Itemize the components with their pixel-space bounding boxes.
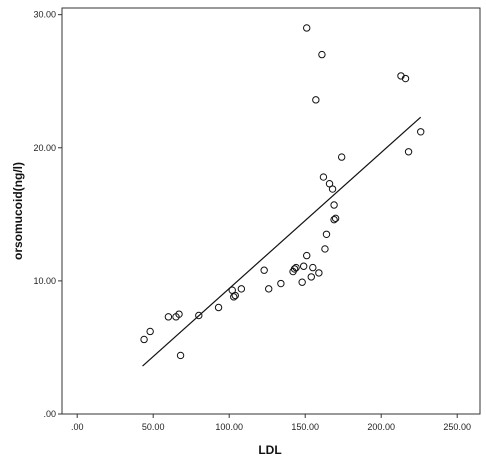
data-point: [277, 279, 285, 288]
data-point: [309, 263, 317, 272]
data-point: [315, 269, 323, 277]
y-tick-label: 30.00: [33, 10, 56, 20]
data-point: [231, 291, 239, 300]
data-point: [325, 180, 334, 188]
data-point: [328, 185, 337, 193]
data-point: [303, 24, 311, 32]
y-axis-ticks: .00 10.00 20.00 30.00: [33, 10, 62, 419]
data-point: [404, 148, 413, 156]
data-point: [230, 293, 238, 301]
data-point: [260, 266, 268, 274]
data-point: [265, 285, 273, 293]
x-tick-label: .00: [71, 422, 84, 432]
y-tick-label: .00: [43, 409, 56, 419]
data-point: [298, 278, 306, 286]
data-point: [290, 265, 299, 273]
data-point: [330, 215, 338, 224]
data-point: [299, 262, 308, 270]
x-tick-label: 150.00: [291, 422, 319, 432]
data-point: [401, 74, 410, 83]
data-point: [322, 230, 331, 238]
plot-area: [61, 7, 481, 415]
data-point: [337, 153, 346, 161]
data-point: [312, 96, 320, 104]
data-point: [330, 201, 338, 209]
data-points: [140, 24, 425, 360]
data-point: [237, 285, 246, 293]
data-point: [321, 245, 329, 253]
data-point: [140, 335, 148, 344]
data-point: [417, 128, 425, 136]
data-point: [319, 173, 328, 181]
regression-fit-line: [142, 116, 422, 367]
data-point: [176, 351, 185, 360]
y-tick-label: 20.00: [33, 143, 56, 153]
data-point: [331, 214, 340, 223]
data-point: [292, 263, 300, 272]
data-point: [164, 313, 173, 321]
x-tick-label: 250.00: [443, 422, 471, 432]
data-point: [214, 303, 223, 312]
x-tick-label: 200.00: [367, 422, 395, 432]
x-axis-title: LDL: [258, 443, 281, 457]
x-axis-ticks: .00 50.00 100.00 150.00 200.00 250.00: [71, 414, 471, 432]
y-tick-label: 10.00: [33, 276, 56, 286]
data-point: [318, 50, 326, 59]
y-axis-title: orsomucoid(ng/l): [11, 162, 25, 260]
data-point: [195, 311, 203, 320]
data-point: [175, 310, 183, 318]
data-point: [146, 327, 154, 336]
data-point: [303, 251, 311, 260]
data-point: [307, 273, 315, 281]
x-tick-label: 100.00: [215, 422, 243, 432]
x-tick-label: 50.00: [142, 422, 165, 432]
data-point: [228, 286, 236, 294]
